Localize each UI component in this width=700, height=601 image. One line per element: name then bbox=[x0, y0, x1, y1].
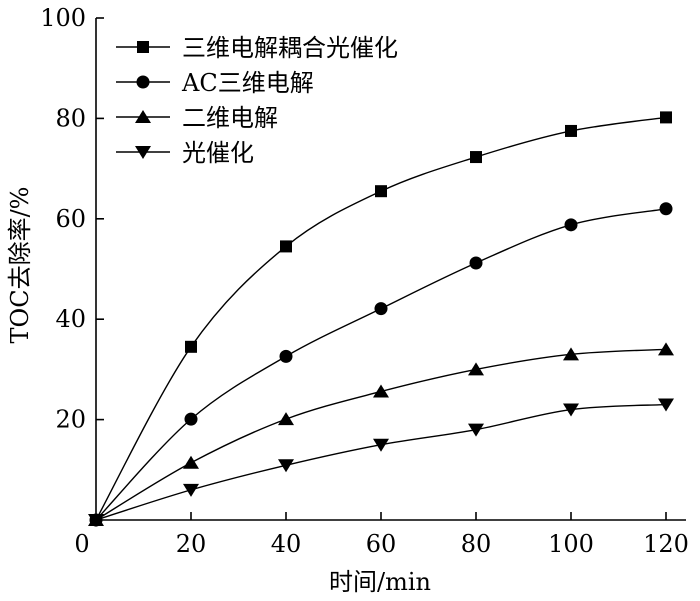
series-layer bbox=[88, 111, 674, 527]
legend-marker-3 bbox=[135, 146, 151, 159]
origin-label: 0 bbox=[74, 530, 89, 558]
data-point-1-6 bbox=[659, 202, 673, 216]
data-point-1-2 bbox=[279, 349, 293, 363]
legend-marker-0 bbox=[137, 41, 149, 53]
data-point-0-6 bbox=[660, 111, 672, 124]
y-tick-label: 40 bbox=[55, 305, 86, 333]
y-axis-title: TOC去除率/% bbox=[6, 187, 34, 344]
data-point-1-3 bbox=[374, 302, 388, 316]
data-point-2-3 bbox=[373, 384, 389, 398]
data-point-2-2 bbox=[278, 412, 294, 426]
legend-marker-1 bbox=[136, 75, 150, 89]
legend-label-0: 三维电解耦合光催化 bbox=[182, 34, 398, 62]
series-line-1 bbox=[95, 208, 667, 521]
data-point-0-5 bbox=[565, 124, 577, 137]
data-point-2-6 bbox=[658, 342, 674, 356]
y-tick-label: 100 bbox=[40, 4, 86, 32]
legend-marker-2 bbox=[135, 110, 151, 123]
data-point-2-1 bbox=[183, 455, 199, 469]
data-point-3-3 bbox=[373, 438, 389, 452]
series-line-3 bbox=[95, 403, 667, 521]
data-point-3-2 bbox=[278, 459, 294, 473]
data-point-2-5 bbox=[563, 347, 579, 361]
legend-label-2: 二维电解 bbox=[182, 104, 278, 132]
x-tick-label: 100 bbox=[548, 530, 594, 558]
y-tick-label: 60 bbox=[55, 205, 86, 233]
data-point-1-1 bbox=[184, 412, 198, 426]
data-point-3-1 bbox=[183, 483, 199, 497]
x-tick-label: 20 bbox=[176, 530, 207, 558]
ticks: 20 40 60 80 100 20 40 60 80 100 120 0 bbox=[40, 4, 689, 558]
data-point-3-0 bbox=[88, 514, 104, 527]
data-point-3-5 bbox=[563, 403, 579, 417]
legend-label-3: 光催化 bbox=[182, 139, 254, 167]
data-point-0-3 bbox=[375, 185, 387, 198]
x-tick-label: 40 bbox=[271, 530, 302, 558]
data-point-0-2 bbox=[280, 240, 292, 253]
legend-label-1: AC三维电解 bbox=[181, 69, 314, 97]
data-point-1-5 bbox=[564, 218, 578, 232]
series-line-2 bbox=[95, 348, 667, 521]
x-tick-label: 120 bbox=[643, 530, 689, 558]
series-line-0 bbox=[95, 116, 667, 521]
data-point-1-4 bbox=[469, 256, 483, 270]
y-tick-label: 80 bbox=[55, 104, 86, 132]
series-0 bbox=[90, 111, 672, 526]
data-point-3-6 bbox=[658, 398, 674, 412]
data-point-0-4 bbox=[470, 151, 482, 164]
axes bbox=[95, 18, 686, 521]
data-point-3-4 bbox=[468, 423, 484, 437]
data-point-2-4 bbox=[468, 362, 484, 376]
x-tick-label: 60 bbox=[366, 530, 397, 558]
series-1 bbox=[89, 202, 673, 527]
series-3 bbox=[88, 398, 674, 527]
data-point-0-1 bbox=[185, 340, 197, 353]
y-tick-label: 20 bbox=[55, 406, 86, 434]
x-axis-title: 时间/min bbox=[329, 568, 431, 596]
x-tick-label: 80 bbox=[461, 530, 492, 558]
